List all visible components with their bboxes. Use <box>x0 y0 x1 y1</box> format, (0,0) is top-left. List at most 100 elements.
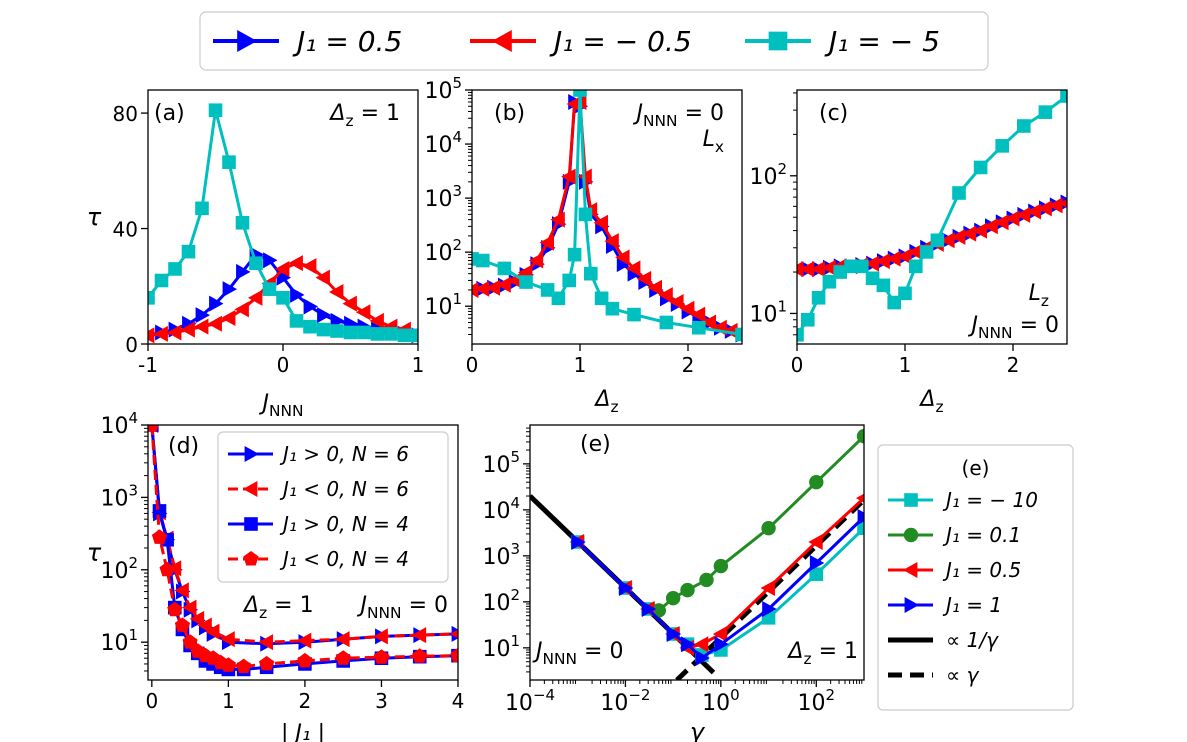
data-point <box>995 139 1009 153</box>
data-point <box>450 647 458 663</box>
legend-marker <box>904 493 918 507</box>
legend-marker <box>237 30 257 52</box>
data-point <box>290 286 305 303</box>
x-tick-label: 102 <box>798 686 836 716</box>
legend-marker <box>492 30 512 52</box>
data-point <box>411 627 427 644</box>
data-point <box>659 315 674 330</box>
data-point <box>658 287 673 304</box>
data-point <box>619 580 634 597</box>
data-point <box>641 600 657 617</box>
data-point <box>809 554 825 571</box>
data-point <box>234 301 249 318</box>
y-tick-label: 101 <box>100 626 138 656</box>
x-tick-label: 3 <box>375 689 388 713</box>
y-tick-label: 105 <box>482 448 520 478</box>
data-point <box>528 252 544 269</box>
data-point <box>972 222 987 239</box>
data-point <box>1037 200 1052 217</box>
x-tick-label: 1 <box>574 353 587 377</box>
data-point <box>181 244 196 259</box>
data-point <box>604 233 619 250</box>
x-tick-label: 0 <box>466 353 479 377</box>
data-point <box>811 290 826 305</box>
data-point <box>1005 210 1020 227</box>
data-point <box>762 600 777 617</box>
legend-label: J₁ = 0.5 <box>292 25 402 58</box>
data-point <box>373 649 390 664</box>
data-point <box>539 234 554 251</box>
data-point <box>693 636 709 653</box>
panel-annotation-2: JNNN = 0 <box>357 593 448 622</box>
x-axis-label: Δz <box>918 387 943 416</box>
data-point <box>1059 198 1067 208</box>
y-tick-label: 103 <box>424 182 462 212</box>
legend-marker <box>768 31 788 51</box>
legend-e: (e) J₁ = − 10 J₁ = 0.1 J₁ = 0.5 J₁ = 1 ∝ 1/γ ∝… <box>877 444 1074 711</box>
data-point <box>571 534 586 551</box>
panel-annotation: JNNN = 0 <box>532 639 623 668</box>
y-tick-label: 101 <box>424 290 462 320</box>
x-tick-label: 0 <box>277 353 290 377</box>
data-point <box>856 428 864 444</box>
data-point <box>497 261 512 276</box>
data-point <box>194 318 209 335</box>
data-point <box>168 262 182 276</box>
y-tick-label: 103 <box>100 481 138 511</box>
data-point <box>627 307 641 322</box>
data-point <box>357 325 371 340</box>
plot-frame <box>796 89 1068 345</box>
data-point <box>296 632 312 649</box>
data-point <box>208 103 223 118</box>
data-point <box>797 327 804 342</box>
plot-frame <box>471 89 743 345</box>
data-point <box>288 255 303 272</box>
data-point <box>303 298 318 315</box>
data-point <box>472 252 479 266</box>
data-point <box>701 314 716 331</box>
data-point <box>373 628 388 645</box>
data-point <box>397 328 412 343</box>
data-point <box>220 657 236 672</box>
data-point <box>573 90 587 97</box>
data-point <box>856 493 864 503</box>
data-point <box>833 265 847 279</box>
panel-label: (e) <box>580 432 611 457</box>
y-axis-label: τ <box>87 539 102 567</box>
data-point <box>952 186 966 200</box>
series-line <box>472 90 742 336</box>
data-point <box>940 232 955 249</box>
data-point <box>248 289 263 306</box>
data-point <box>195 307 210 324</box>
data-point <box>276 291 290 305</box>
data-point <box>258 634 274 651</box>
data-point <box>174 582 189 599</box>
legend-box <box>217 431 449 583</box>
legend-label: J₁ < 0, N = 6 <box>279 477 409 501</box>
x-tick-label: -1 <box>138 353 158 377</box>
data-point <box>887 295 901 310</box>
y-tick-label: 102 <box>482 586 520 616</box>
data-point <box>909 259 923 274</box>
data-point <box>636 270 652 287</box>
data-point <box>316 322 331 337</box>
data-point <box>343 325 358 340</box>
data-point <box>259 655 275 671</box>
x-tick-label: 0 <box>791 353 804 377</box>
data-point <box>180 321 195 338</box>
data-point <box>167 324 182 341</box>
x-axis-label: | J₁ | <box>281 721 325 742</box>
data-point <box>263 252 278 269</box>
data-point <box>907 243 923 260</box>
legend-label: ∝ 1/γ <box>946 628 999 652</box>
data-point <box>303 319 317 334</box>
y-tick-label: 0 <box>125 333 138 357</box>
data-point <box>369 312 384 329</box>
data-point <box>844 259 858 274</box>
data-point <box>384 327 398 341</box>
legend-label: J₁ > 0, N = 4 <box>279 512 409 536</box>
data-point <box>594 291 609 306</box>
data-point <box>951 228 966 245</box>
data-point <box>690 306 706 323</box>
